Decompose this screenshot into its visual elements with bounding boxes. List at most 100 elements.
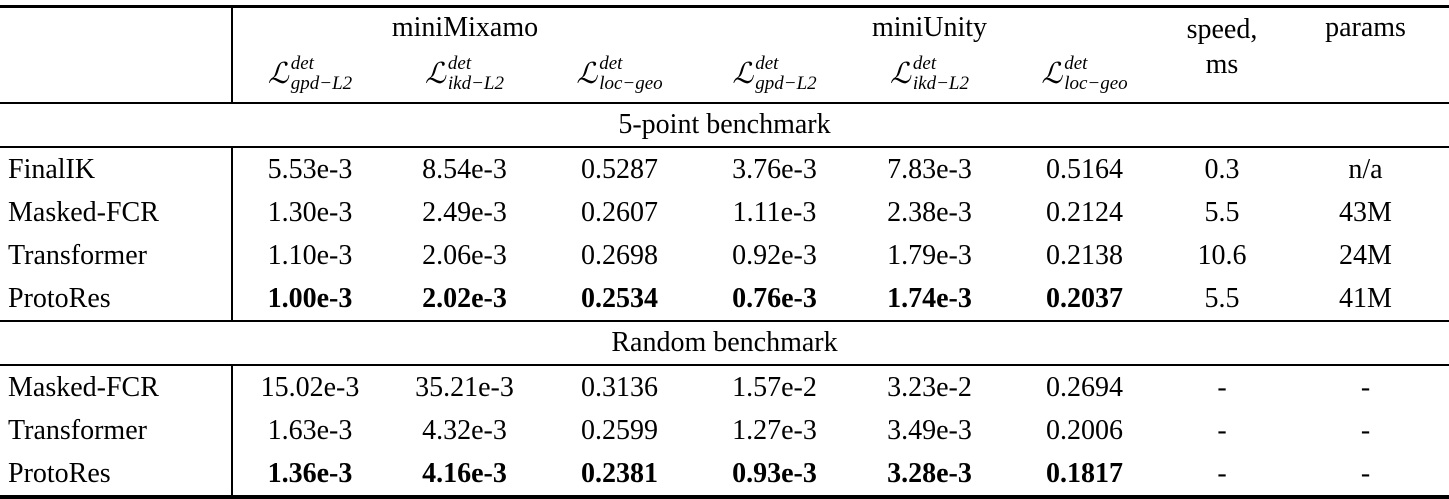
value-cell: 1.30e-3 bbox=[267, 196, 353, 228]
method-cell: ProtoRes bbox=[0, 452, 233, 497]
column-header-speed: speed, ms bbox=[1162, 7, 1282, 104]
value-cell: 1.36e-3 bbox=[267, 457, 353, 489]
value-cell: 1.79e-3 bbox=[887, 239, 972, 271]
value-cell: 1.11e-3 bbox=[732, 196, 817, 228]
method-cell: FinalIK bbox=[0, 147, 233, 191]
loss-symbol: ℒ bbox=[732, 57, 754, 90]
value-cell: 2.06e-3 bbox=[422, 239, 507, 271]
value-cell: 0.2607 bbox=[581, 196, 658, 228]
loss-scripts: det ikd−L2 bbox=[912, 53, 969, 95]
table-row-finalik: FinalIK 5.53e-3 8.54e-3 0.5287 3.76e-3 7… bbox=[0, 147, 1449, 191]
method-cell: Transformer bbox=[0, 409, 233, 452]
table-row-transformer: Transformer 1.10e-3 2.06e-3 0.2698 0.92e… bbox=[0, 234, 1449, 277]
loss-symbol: ℒ bbox=[890, 57, 911, 90]
value-cell: 2.49e-3 bbox=[422, 196, 507, 228]
value-cell: 4.32e-3 bbox=[422, 414, 507, 446]
params-cell: 41M bbox=[1339, 282, 1392, 314]
loss-symbol: ℒ bbox=[267, 57, 289, 90]
value-cell: 1.74e-3 bbox=[887, 282, 972, 314]
table-row-protores-random: ProtoRes 1.36e-3 4.16e-3 0.2381 0.93e-3 … bbox=[0, 452, 1449, 497]
params-cell: - bbox=[1360, 457, 1371, 489]
params-cell: 43M bbox=[1339, 196, 1392, 228]
value-cell: 1.57e-2 bbox=[732, 371, 817, 403]
value-cell: 3.49e-3 bbox=[887, 414, 972, 446]
speed-cell: 5.5 bbox=[1204, 196, 1240, 228]
speed-cell: 10.6 bbox=[1197, 239, 1247, 271]
value-cell: 1.10e-3 bbox=[267, 239, 353, 271]
value-cell: 4.16e-3 bbox=[422, 457, 507, 489]
params-cell: - bbox=[1360, 414, 1371, 446]
value-cell: 35.21e-3 bbox=[415, 371, 514, 403]
value-cell: 3.28e-3 bbox=[887, 457, 972, 489]
table-row-masked-fcr: Masked-FCR 1.30e-3 2.49e-3 0.2607 1.11e-… bbox=[0, 191, 1449, 234]
value-cell: 1.27e-3 bbox=[732, 414, 817, 446]
value-cell: 2.02e-3 bbox=[422, 282, 507, 314]
value-cell: 0.2698 bbox=[581, 239, 658, 271]
speed-cell: - bbox=[1217, 457, 1227, 489]
loss-scripts: det loc−geo bbox=[1064, 53, 1128, 95]
speed-cell: - bbox=[1217, 371, 1227, 403]
table-row-masked-fcr-random: Masked-FCR 15.02e-3 35.21e-3 0.3136 1.57… bbox=[0, 365, 1449, 409]
value-cell: 5.53e-3 bbox=[267, 153, 353, 185]
value-cell: 0.2694 bbox=[1046, 371, 1123, 403]
corner-cell bbox=[0, 6, 233, 103]
value-cell: 1.63e-3 bbox=[267, 414, 353, 446]
value-cell: 0.2037 bbox=[1046, 282, 1123, 314]
value-cell: 3.23e-2 bbox=[887, 371, 972, 403]
method-cell: Transformer bbox=[0, 234, 233, 277]
group-header-minimixamo: miniMixamo bbox=[391, 12, 539, 43]
params-cell: 24M bbox=[1339, 239, 1392, 271]
loss-scripts: det loc−geo bbox=[599, 53, 663, 95]
column-header-params: params bbox=[1325, 12, 1406, 43]
method-cell: Masked-FCR bbox=[0, 191, 233, 234]
speed-cell: 0.3 bbox=[1204, 153, 1240, 185]
value-cell: 8.54e-3 bbox=[422, 153, 507, 185]
loss-scripts: det gpd−L2 bbox=[755, 53, 817, 95]
value-cell: 7.83e-3 bbox=[887, 153, 972, 185]
params-cell: n/a bbox=[1348, 153, 1383, 185]
value-cell: 0.2006 bbox=[1046, 414, 1123, 446]
value-cell: 3.76e-3 bbox=[732, 153, 817, 185]
value-cell: 1.00e-3 bbox=[267, 282, 353, 314]
table-row-protores: ProtoRes 1.00e-3 2.02e-3 0.2534 0.76e-3 … bbox=[0, 277, 1449, 321]
value-cell: 2.38e-3 bbox=[887, 196, 972, 228]
value-cell: 0.3136 bbox=[581, 371, 658, 403]
loss-symbol: ℒ bbox=[425, 57, 446, 90]
value-cell: 15.02e-3 bbox=[260, 371, 360, 403]
section-header-row: Random benchmark bbox=[0, 320, 1449, 366]
value-cell: 0.2599 bbox=[581, 414, 658, 446]
value-cell: 0.2381 bbox=[581, 457, 658, 489]
group-header-miniunity: miniUnity bbox=[871, 12, 988, 43]
value-cell: 0.93e-3 bbox=[732, 457, 817, 489]
params-cell: - bbox=[1360, 371, 1371, 403]
section-title: 5-point benchmark bbox=[0, 102, 1449, 148]
section-header-row: 5-point benchmark bbox=[0, 102, 1449, 148]
method-cell: ProtoRes bbox=[0, 277, 233, 321]
loss-scripts: det ikd−L2 bbox=[447, 53, 504, 95]
table-row-transformer-random: Transformer 1.63e-3 4.32e-3 0.2599 1.27e… bbox=[0, 409, 1449, 452]
value-cell: 0.2124 bbox=[1046, 196, 1123, 228]
loss-scripts: det gpd−L2 bbox=[290, 53, 353, 95]
speed-cell: - bbox=[1217, 414, 1227, 446]
value-cell: 0.2138 bbox=[1046, 239, 1123, 271]
speed-label: speed, bbox=[1186, 14, 1258, 45]
speed-cell: 5.5 bbox=[1204, 282, 1240, 314]
value-cell: 0.1817 bbox=[1046, 457, 1123, 489]
loss-symbol: ℒ bbox=[1041, 57, 1063, 90]
value-cell: 0.76e-3 bbox=[732, 282, 817, 314]
speed-unit: ms bbox=[1205, 49, 1239, 80]
value-cell: 0.5164 bbox=[1046, 153, 1123, 185]
value-cell: 0.2534 bbox=[581, 282, 658, 314]
header-group-row: miniMixamo miniUnity speed, ms params bbox=[0, 6, 1449, 103]
method-cell: Masked-FCR bbox=[0, 365, 233, 409]
section-title: Random benchmark bbox=[0, 320, 1449, 366]
